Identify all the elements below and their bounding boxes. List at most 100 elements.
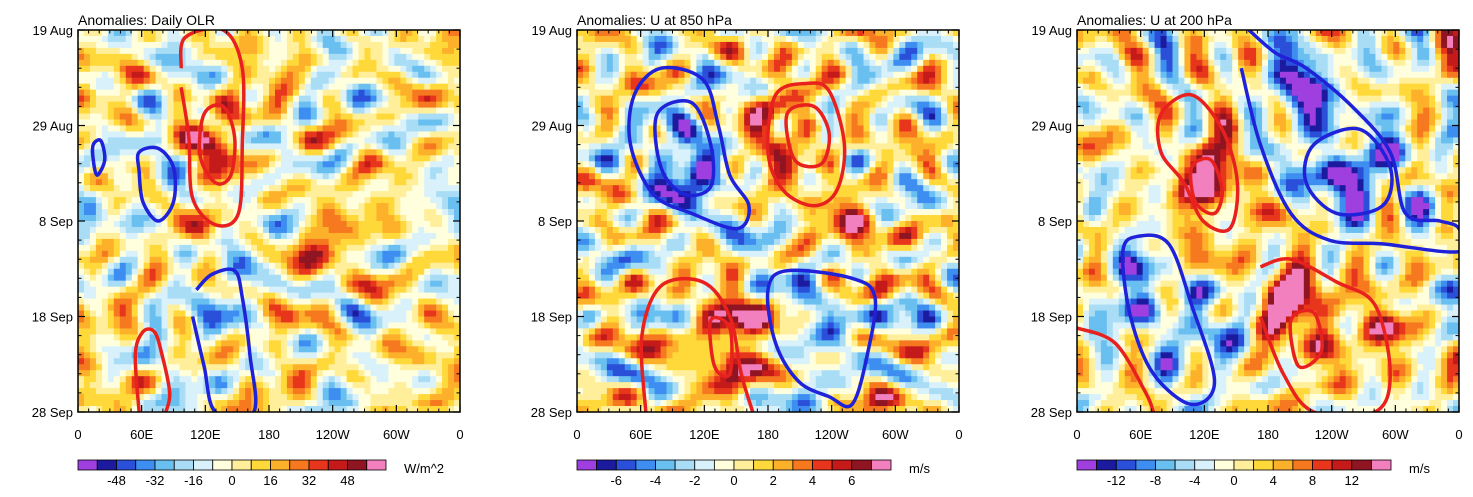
heatmap-cell xyxy=(83,107,91,115)
heatmap-cell xyxy=(430,185,437,192)
heatmap-cell xyxy=(149,197,157,204)
heatmap-cell xyxy=(78,346,85,353)
heatmap-cell xyxy=(221,262,228,270)
heatmap-cell xyxy=(845,30,853,37)
heatmap-cell xyxy=(929,65,936,73)
heatmap-cell xyxy=(382,376,389,383)
heatmap-cell xyxy=(137,394,145,401)
heatmap-cell xyxy=(78,215,85,222)
heatmap-cell xyxy=(412,238,419,246)
heatmap-cell xyxy=(131,232,139,240)
heatmap-cell xyxy=(179,286,187,294)
heatmap-cell xyxy=(269,304,276,312)
heatmap-cell xyxy=(245,149,252,156)
heatmap-cell xyxy=(286,197,294,204)
heatmap-cell xyxy=(107,406,115,412)
heatmap-cell xyxy=(310,185,318,192)
heatmap-cell xyxy=(263,203,270,210)
heatmap-cell xyxy=(412,256,419,264)
heatmap-cell xyxy=(346,274,354,282)
heatmap-cell xyxy=(376,77,384,85)
heatmap-cell xyxy=(274,179,282,186)
heatmap-cell xyxy=(696,95,703,103)
heatmap-cell xyxy=(292,388,300,395)
heatmap-cell xyxy=(358,280,366,288)
heatmap-cell xyxy=(382,131,389,139)
heatmap-cell xyxy=(442,167,449,174)
heatmap-cell xyxy=(322,167,330,174)
heatmap-cell xyxy=(577,35,584,43)
heatmap-cell xyxy=(131,83,139,91)
heatmap-cell xyxy=(89,358,97,365)
heatmap-cell xyxy=(143,364,151,371)
heatmap-cell xyxy=(352,35,360,43)
heatmap-cell xyxy=(251,221,258,228)
heatmap-cell xyxy=(334,203,342,210)
heatmap-cell xyxy=(654,53,662,61)
heatmap-cell xyxy=(316,322,324,330)
heatmap-cell xyxy=(209,125,216,133)
heatmap-cell xyxy=(209,137,216,145)
heatmap-cell xyxy=(274,143,282,150)
heatmap-cell xyxy=(167,262,175,270)
heatmap-cell xyxy=(167,256,175,264)
heatmap-cell xyxy=(352,65,360,73)
heatmap-cell xyxy=(310,310,318,318)
heatmap-cell xyxy=(696,65,703,73)
heatmap-cell xyxy=(155,77,163,85)
heatmap-cell xyxy=(209,167,216,174)
heatmap-cell xyxy=(684,35,692,43)
heatmap-cell xyxy=(750,95,757,103)
heatmap-cell xyxy=(95,185,103,192)
heatmap-cell xyxy=(304,101,312,109)
heatmap-cell xyxy=(821,47,829,55)
heatmap-cell xyxy=(400,83,407,91)
heatmap-cell xyxy=(935,53,942,61)
heatmap-cell xyxy=(442,131,449,139)
heatmap-cell xyxy=(131,35,139,43)
heatmap-cell xyxy=(203,197,210,204)
heatmap-cell xyxy=(125,221,133,228)
heatmap-cell xyxy=(155,316,163,324)
heatmap-cell xyxy=(630,41,638,49)
heatmap-cell xyxy=(406,131,413,139)
heatmap-cell xyxy=(594,83,602,91)
heatmap-cell xyxy=(227,131,234,139)
heatmap-cell xyxy=(161,47,169,55)
heatmap-cell xyxy=(89,262,97,270)
heatmap-cell xyxy=(430,107,437,115)
heatmap-cell xyxy=(263,137,270,145)
heatmap-cell xyxy=(245,191,252,198)
heatmap-cell xyxy=(119,137,127,145)
heatmap-cell xyxy=(346,59,354,67)
heatmap-cell xyxy=(340,89,348,97)
heatmap-cell xyxy=(78,394,85,401)
heatmap-cell xyxy=(269,65,276,73)
heatmap-cell xyxy=(95,131,103,139)
heatmap-cell xyxy=(197,83,204,91)
heatmap-cell xyxy=(412,388,419,395)
heatmap-cell xyxy=(714,41,721,49)
heatmap-cell xyxy=(221,388,228,395)
heatmap-cell xyxy=(442,226,449,234)
heatmap-cell xyxy=(215,340,222,347)
heatmap-cell xyxy=(328,322,336,330)
heatmap-cell xyxy=(726,83,733,91)
heatmap-cell xyxy=(209,173,216,180)
heatmap-cell xyxy=(899,71,906,79)
heatmap-cell xyxy=(310,167,318,174)
heatmap-cell xyxy=(334,71,342,79)
heatmap-cell xyxy=(412,340,419,347)
heatmap-cell xyxy=(263,167,270,174)
heatmap-cell xyxy=(430,364,437,371)
heatmap-cell xyxy=(203,310,210,318)
heatmap-cell xyxy=(364,107,372,115)
heatmap-cell xyxy=(173,238,181,246)
heatmap-cell xyxy=(630,59,638,67)
heatmap-cell xyxy=(370,334,378,341)
heatmap-cell xyxy=(209,256,216,264)
heatmap-cell xyxy=(352,346,360,353)
heatmap-cell xyxy=(857,30,865,37)
heatmap-cell xyxy=(197,244,204,252)
heatmap-cell xyxy=(756,95,763,103)
